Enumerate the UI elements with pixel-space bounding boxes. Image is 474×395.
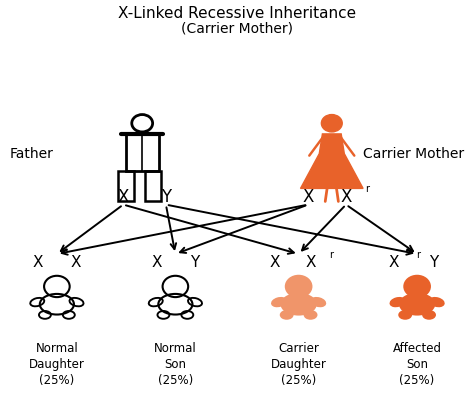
Text: X: X [151, 255, 162, 270]
Text: Normal
Son
(25%): Normal Son (25%) [154, 342, 197, 387]
Text: (Carrier Mother): (Carrier Mother) [181, 22, 293, 36]
Ellipse shape [399, 311, 411, 319]
Text: Carrier
Daughter
(25%): Carrier Daughter (25%) [271, 342, 327, 387]
Ellipse shape [311, 298, 325, 306]
Text: Father: Father [9, 147, 54, 161]
Text: Y: Y [190, 255, 199, 270]
Text: X: X [270, 255, 280, 270]
Circle shape [321, 115, 342, 132]
Text: Carrier Mother: Carrier Mother [364, 147, 465, 161]
Ellipse shape [400, 294, 434, 314]
Bar [118, 171, 134, 201]
Ellipse shape [272, 298, 286, 306]
Text: X: X [33, 255, 43, 270]
Text: r: r [365, 184, 369, 194]
Ellipse shape [430, 298, 444, 306]
Circle shape [404, 276, 430, 297]
Text: Affected
Son
(25%): Affected Son (25%) [392, 342, 442, 387]
Circle shape [286, 276, 311, 297]
Text: r: r [416, 250, 420, 260]
Text: Y: Y [429, 255, 438, 270]
Ellipse shape [423, 311, 435, 319]
Text: Y: Y [161, 188, 171, 207]
Ellipse shape [282, 294, 316, 314]
Text: X: X [71, 255, 81, 270]
Ellipse shape [305, 311, 317, 319]
Bar [145, 171, 161, 201]
Ellipse shape [281, 311, 292, 319]
Text: X-Linked Recessive Inheritance: X-Linked Recessive Inheritance [118, 6, 356, 21]
Text: X: X [305, 255, 316, 270]
Bar [126, 134, 159, 171]
Polygon shape [301, 134, 363, 188]
Text: X: X [388, 255, 399, 270]
Text: X: X [118, 188, 129, 207]
Text: r: r [329, 250, 333, 260]
Text: X: X [302, 188, 314, 207]
Text: X: X [340, 188, 352, 207]
Ellipse shape [391, 298, 404, 306]
Text: Normal
Daughter
(25%): Normal Daughter (25%) [29, 342, 85, 387]
